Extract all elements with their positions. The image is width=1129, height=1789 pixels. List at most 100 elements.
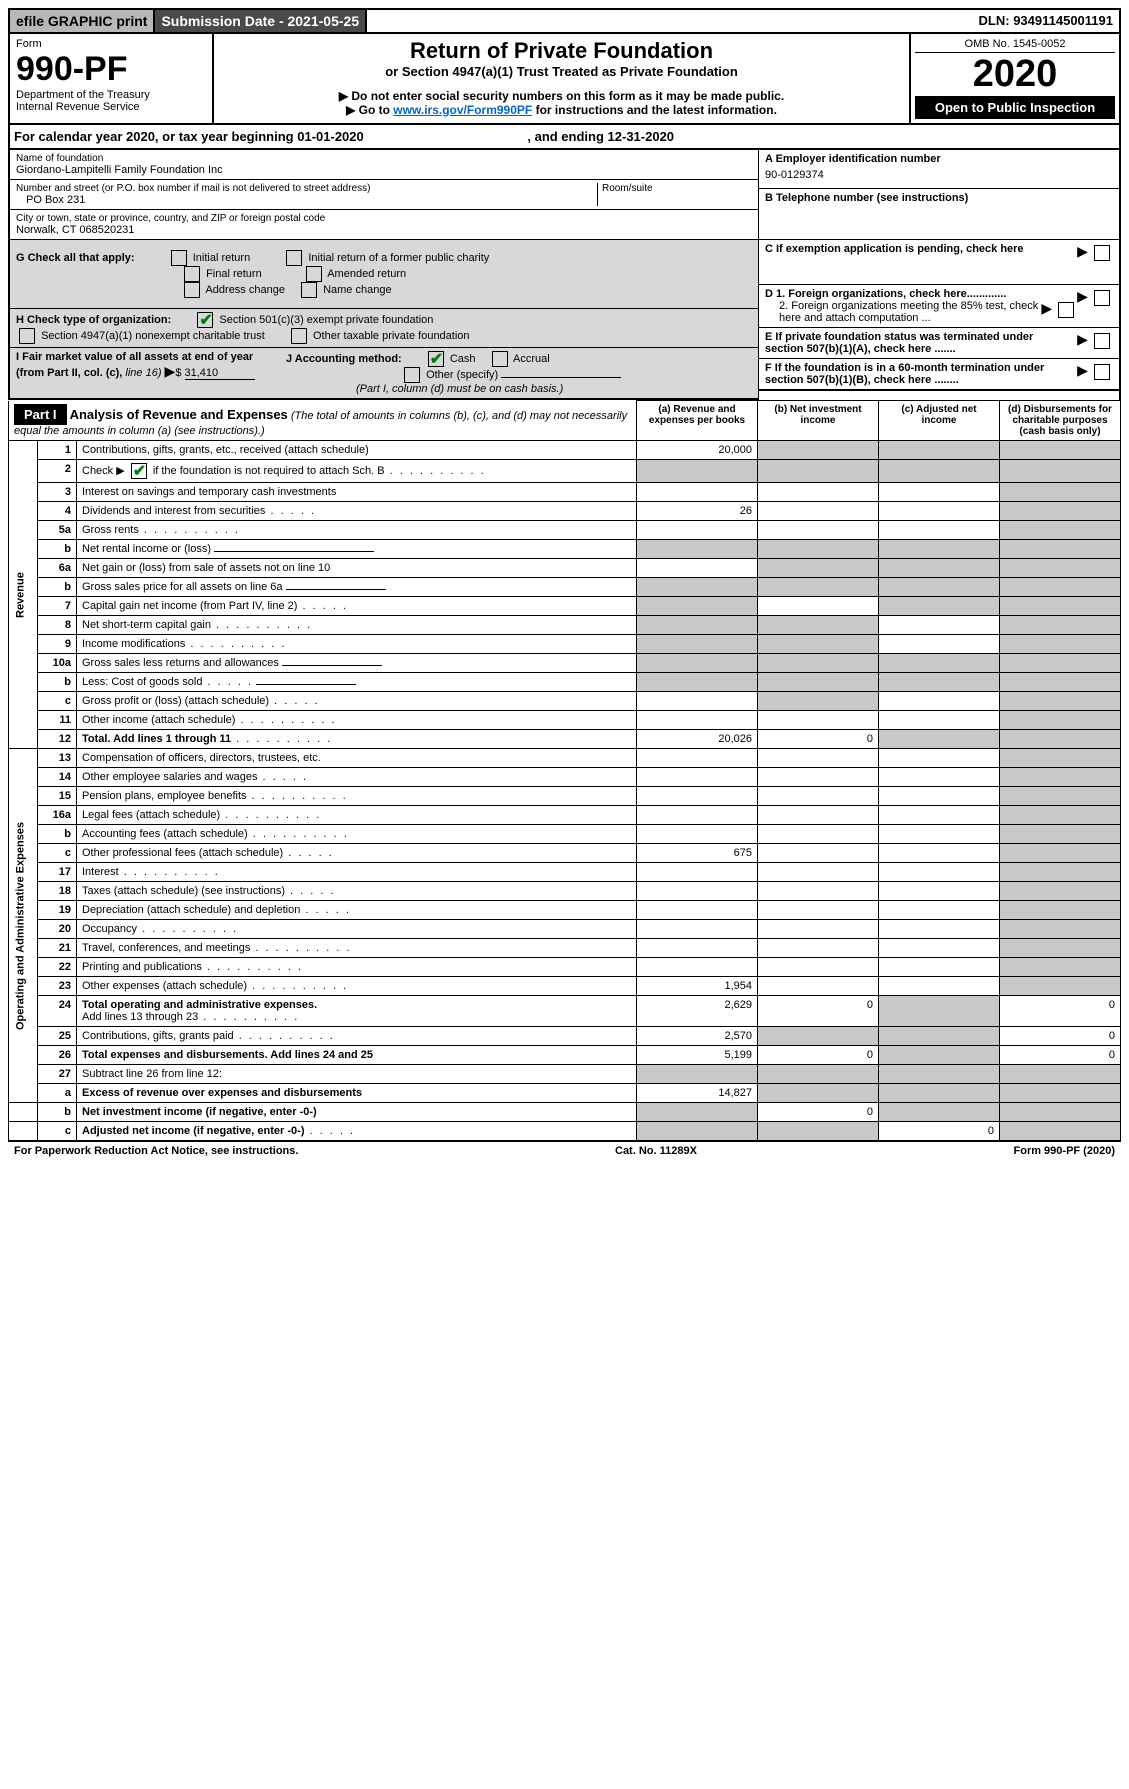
- cell-a: 2,570: [637, 1027, 758, 1046]
- line-desc: Gross sales less returns and allowances: [77, 654, 637, 673]
- line-desc: Other professional fees (attach schedule…: [77, 844, 637, 863]
- j-note: (Part I, column (d) must be on cash basi…: [356, 383, 563, 395]
- cell-a: 675: [637, 844, 758, 863]
- h1-label: Section 501(c)(3) exempt private foundat…: [219, 314, 433, 326]
- line-num: a: [38, 1084, 77, 1103]
- cb-exemption-pending[interactable]: [1094, 245, 1110, 261]
- cell-d: 0: [1000, 996, 1121, 1027]
- submission-date-button[interactable]: Submission Date - 2021-05-25: [155, 10, 367, 32]
- line-desc: Excess of revenue over expenses and disb…: [77, 1084, 637, 1103]
- cal-end: 12-31-2020: [608, 129, 675, 144]
- line-num: 16a: [38, 806, 77, 825]
- fmv-amount: 31,410: [185, 367, 255, 380]
- goto-line: ▶ Go to www.irs.gov/Form990PF for instru…: [218, 103, 905, 117]
- line-num: 27: [38, 1065, 77, 1084]
- cell-d: [1000, 441, 1121, 460]
- line-num: 15: [38, 787, 77, 806]
- line-num: b: [38, 673, 77, 692]
- city-label: City or town, state or province, country…: [16, 213, 752, 224]
- line-desc: Capital gain net income (from Part IV, l…: [77, 597, 637, 616]
- arrow-icon: ▶: [1077, 243, 1088, 259]
- line-desc: Total operating and administrative expen…: [77, 996, 637, 1027]
- instructions-link[interactable]: www.irs.gov/Form990PF: [393, 103, 532, 117]
- cb-cash[interactable]: [428, 351, 444, 367]
- cb-address-change[interactable]: [184, 282, 200, 298]
- line-num: 11: [38, 711, 77, 730]
- cb-no-schb[interactable]: [131, 463, 147, 479]
- dln-text: DLN: 93491145001191: [973, 10, 1119, 32]
- h3-label: Other taxable private foundation: [313, 330, 470, 342]
- f-label: F If the foundation is in a 60-month ter…: [765, 362, 1055, 386]
- line-desc: Subtract line 26 from line 12:: [77, 1065, 637, 1084]
- line-num: 9: [38, 635, 77, 654]
- cell-a: 2,629: [637, 996, 758, 1027]
- line-desc: Check ▶ if the foundation is not require…: [77, 460, 637, 483]
- cell-a: 5,199: [637, 1046, 758, 1065]
- cell-a: 14,827: [637, 1084, 758, 1103]
- cb-60month[interactable]: [1094, 364, 1110, 380]
- line-desc: Gross rents: [77, 521, 637, 540]
- revenue-section-label: Revenue: [9, 441, 38, 749]
- room-label: Room/suite: [602, 183, 752, 194]
- g-label: G Check all that apply:: [16, 252, 135, 264]
- efile-print-button[interactable]: efile GRAPHIC print: [10, 10, 155, 32]
- cb-initial-former[interactable]: [286, 250, 302, 266]
- line-desc: Income modifications: [77, 635, 637, 654]
- line-num: 3: [38, 483, 77, 502]
- form-word: Form: [16, 38, 206, 50]
- cb-amended[interactable]: [306, 266, 322, 282]
- line-num: 5a: [38, 521, 77, 540]
- g6-label: Name change: [323, 284, 392, 296]
- cb-501c3[interactable]: [197, 312, 213, 328]
- arrow-icon: ▶: [1077, 331, 1088, 347]
- line-num: 17: [38, 863, 77, 882]
- line-desc: Other expenses (attach schedule): [77, 977, 637, 996]
- cal-pre: For calendar year 2020, or tax year begi…: [14, 129, 297, 144]
- goto-pre: ▶ Go to: [346, 103, 393, 117]
- line-num: 26: [38, 1046, 77, 1065]
- j-accrual: Accrual: [513, 353, 550, 365]
- cell-a: 20,000: [637, 441, 758, 460]
- col-a-header: (a) Revenue and expenses per books: [637, 401, 758, 441]
- cb-status-terminated[interactable]: [1094, 333, 1110, 349]
- line-num: 6a: [38, 559, 77, 578]
- cb-initial-return[interactable]: [171, 250, 187, 266]
- g1-label: Initial return: [193, 252, 250, 264]
- h-label: H Check type of organization:: [16, 314, 171, 326]
- cb-other-taxable[interactable]: [291, 328, 307, 344]
- cb-foreign-org[interactable]: [1094, 290, 1110, 306]
- line-num: 25: [38, 1027, 77, 1046]
- cb-accrual[interactable]: [492, 351, 508, 367]
- calendar-year-row: For calendar year 2020, or tax year begi…: [8, 125, 1121, 150]
- i-line16: line 16): [125, 367, 161, 379]
- foundation-name: Giordano-Lampitelli Family Foundation In…: [16, 164, 752, 176]
- cb-85pct-test[interactable]: [1058, 302, 1074, 318]
- cell-b: [758, 441, 879, 460]
- part1-title: Analysis of Revenue and Expenses: [70, 407, 288, 422]
- line-num: b: [38, 1103, 77, 1122]
- line-desc: Depreciation (attach schedule) and deple…: [77, 901, 637, 920]
- line-desc: Printing and publications: [77, 958, 637, 977]
- cell-d: 0: [1000, 1046, 1121, 1065]
- line-num: 18: [38, 882, 77, 901]
- line-desc: Contributions, gifts, grants paid: [77, 1027, 637, 1046]
- col-c-header: (c) Adjusted net income: [879, 401, 1000, 441]
- line-desc: Dividends and interest from securities: [77, 502, 637, 521]
- top-bar: efile GRAPHIC print Submission Date - 20…: [8, 8, 1121, 34]
- g3-label: Final return: [206, 268, 262, 280]
- line-num: 23: [38, 977, 77, 996]
- tax-year: 2020: [915, 53, 1115, 96]
- paperwork-notice: For Paperwork Reduction Act Notice, see …: [14, 1145, 298, 1157]
- cb-name-change[interactable]: [301, 282, 317, 298]
- form-title: Return of Private Foundation: [218, 38, 905, 64]
- other-specify-line: [501, 377, 621, 378]
- line-num: 22: [38, 958, 77, 977]
- cb-other-method[interactable]: [404, 367, 420, 383]
- r2-post: if the foundation is not required to att…: [150, 465, 385, 477]
- cb-4947a1[interactable]: [19, 328, 35, 344]
- cb-final-return[interactable]: [184, 266, 200, 282]
- goto-post: for instructions and the latest informat…: [532, 103, 777, 117]
- line-num: b: [38, 825, 77, 844]
- ein-value: 90-0129374: [765, 165, 1113, 185]
- form-ref: Form 990-PF (2020): [1014, 1145, 1115, 1157]
